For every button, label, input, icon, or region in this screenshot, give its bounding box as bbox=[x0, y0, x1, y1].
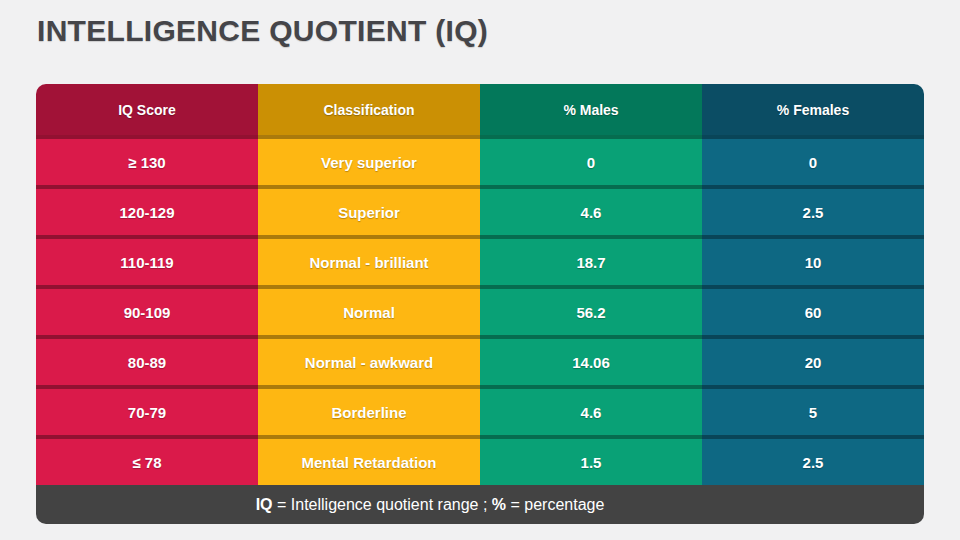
table-row: 80-89 Normal - awkward 14.06 20 bbox=[36, 335, 924, 385]
pct-females-cell: 60 bbox=[702, 285, 924, 335]
footnote-def-iq: = Intelligence quotient range ; bbox=[273, 496, 492, 513]
table-footnote-bar: IQ = Intelligence quotient range ; % = p… bbox=[36, 485, 924, 524]
pct-females-cell: 2.5 bbox=[702, 435, 924, 485]
page-title: INTELLIGENCE QUOTIENT (IQ) bbox=[37, 14, 488, 48]
pct-males-cell: 18.7 bbox=[480, 235, 702, 285]
table-row: 120-129 Superior 4.6 2.5 bbox=[36, 185, 924, 235]
iq-score-cell: ≤ 78 bbox=[36, 435, 258, 485]
pct-males-cell: 0 bbox=[480, 135, 702, 185]
iq-classification-table: IQ Score Classification % Males % Female… bbox=[36, 84, 924, 524]
pct-females-cell: 2.5 bbox=[702, 185, 924, 235]
footnote-def-percent: = percentage bbox=[506, 496, 604, 513]
pct-females-cell: 20 bbox=[702, 335, 924, 385]
iq-score-cell: 80-89 bbox=[36, 335, 258, 385]
pct-females-cell: 5 bbox=[702, 385, 924, 435]
table-row: ≤ 78 Mental Retardation 1.5 2.5 bbox=[36, 435, 924, 485]
footnote-term-iq: IQ bbox=[256, 496, 273, 513]
iq-score-cell: ≥ 130 bbox=[36, 135, 258, 185]
pct-females-cell: 10 bbox=[702, 235, 924, 285]
classification-cell: Normal - awkward bbox=[258, 335, 480, 385]
iq-score-cell: 70-79 bbox=[36, 385, 258, 435]
classification-cell: Very superior bbox=[258, 135, 480, 185]
footnote-term-percent: % bbox=[492, 496, 506, 513]
iq-score-cell: 110-119 bbox=[36, 235, 258, 285]
pct-males-cell: 1.5 bbox=[480, 435, 702, 485]
pct-males-cell: 4.6 bbox=[480, 185, 702, 235]
column-header-iq-score: IQ Score bbox=[36, 84, 258, 135]
classification-cell: Normal - brilliant bbox=[258, 235, 480, 285]
table-row: 90-109 Normal 56.2 60 bbox=[36, 285, 924, 335]
classification-cell: Normal bbox=[258, 285, 480, 335]
table-row: 70-79 Borderline 4.6 5 bbox=[36, 385, 924, 435]
table-row: 110-119 Normal - brilliant 18.7 10 bbox=[36, 235, 924, 285]
column-header-pct-males: % Males bbox=[480, 84, 702, 135]
classification-cell: Mental Retardation bbox=[258, 435, 480, 485]
column-header-classification: Classification bbox=[258, 84, 480, 135]
pct-males-cell: 4.6 bbox=[480, 385, 702, 435]
column-header-pct-females: % Females bbox=[702, 84, 924, 135]
classification-cell: Borderline bbox=[258, 385, 480, 435]
classification-cell: Superior bbox=[258, 185, 480, 235]
pct-males-cell: 56.2 bbox=[480, 285, 702, 335]
iq-score-cell: 90-109 bbox=[36, 285, 258, 335]
table-row: ≥ 130 Very superior 0 0 bbox=[36, 135, 924, 185]
table-footnote: IQ = Intelligence quotient range ; % = p… bbox=[256, 496, 605, 514]
table-header-row: IQ Score Classification % Males % Female… bbox=[36, 84, 924, 135]
pct-males-cell: 14.06 bbox=[480, 335, 702, 385]
iq-score-cell: 120-129 bbox=[36, 185, 258, 235]
pct-females-cell: 0 bbox=[702, 135, 924, 185]
